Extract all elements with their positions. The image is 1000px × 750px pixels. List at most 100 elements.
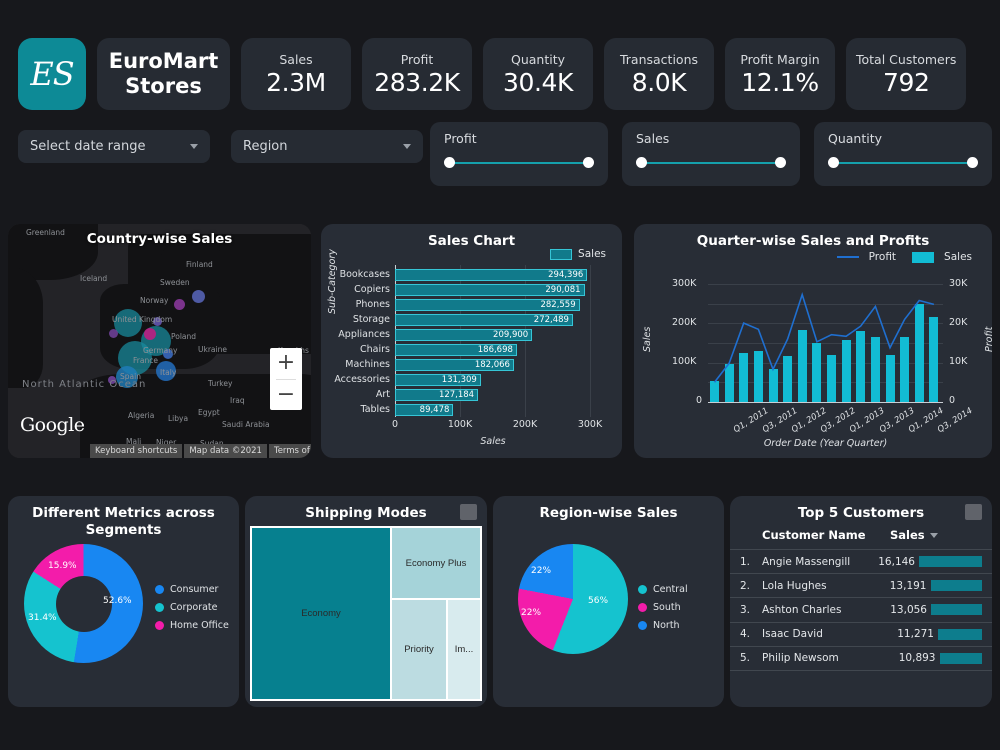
- bar[interactable]: [739, 353, 749, 402]
- map-bubble[interactable]: [192, 290, 205, 303]
- bar[interactable]: [885, 354, 895, 402]
- panel-menu-button[interactable]: [460, 504, 477, 520]
- date-range-select[interactable]: Select date range: [18, 130, 210, 163]
- table-row[interactable]: 4. Isaac David 11,271: [730, 623, 992, 647]
- column-header-rank: [740, 528, 762, 542]
- bar[interactable]: [724, 363, 734, 402]
- bar[interactable]: 272,489: [395, 313, 573, 326]
- slider-knob-min[interactable]: [828, 157, 839, 168]
- bar[interactable]: [841, 340, 851, 402]
- chart-legend[interactable]: Sales: [550, 248, 606, 260]
- legend-item-north[interactable]: North: [638, 620, 688, 631]
- bar[interactable]: 127,184: [395, 388, 479, 401]
- keyboard-shortcuts-link[interactable]: Keyboard shortcuts: [90, 444, 183, 458]
- bar[interactable]: 282,559: [395, 298, 580, 311]
- map-bubble[interactable]: [163, 349, 173, 359]
- bar-row[interactable]: Copiers 290,081: [354, 282, 591, 297]
- table-row[interactable]: 3. Ashton Charles 13,056: [730, 598, 992, 623]
- region-label: Region: [243, 139, 288, 154]
- bar-row[interactable]: Appliances 209,900: [338, 327, 591, 342]
- geo-label-niger: Niger: [156, 438, 177, 447]
- map-canvas[interactable]: Country-wise Sales Greenland Iceland Fin…: [8, 224, 311, 458]
- treemap-cell-economy-plus[interactable]: Economy Plus: [392, 528, 480, 598]
- bar-row[interactable]: Tables 89,478: [360, 402, 591, 417]
- pie-chart[interactable]: [518, 544, 628, 654]
- column-header-customer-name[interactable]: Customer Name: [762, 528, 866, 542]
- terms-of-use-link[interactable]: Terms of Use: [268, 444, 311, 458]
- treemap-cell-economy[interactable]: Economy: [252, 528, 390, 699]
- chart-legend[interactable]: Consumer Corporate Home Office: [155, 584, 229, 631]
- legend-item-south[interactable]: South: [638, 602, 688, 613]
- bar[interactable]: [870, 336, 880, 402]
- zoom-out-icon[interactable]: −: [276, 381, 296, 407]
- bar[interactable]: [797, 329, 807, 402]
- legend-item-corporate[interactable]: Corporate: [155, 602, 229, 613]
- slider-knob-max[interactable]: [583, 157, 594, 168]
- legend-item-consumer[interactable]: Consumer: [155, 584, 229, 595]
- x-axis-line: [708, 402, 943, 403]
- slider-knob-min[interactable]: [636, 157, 647, 168]
- bar[interactable]: 290,081: [395, 283, 585, 296]
- slider-knob-max[interactable]: [775, 157, 786, 168]
- top-customers-panel: Top 5 Customers Customer Name Sales 1. A…: [730, 496, 992, 707]
- bar-row[interactable]: Chairs 186,698: [360, 342, 591, 357]
- table-row[interactable]: 5. Philip Newsom 10,893: [730, 647, 992, 671]
- bar-row[interactable]: Art 127,184: [376, 387, 591, 402]
- map-bubble[interactable]: [174, 299, 185, 310]
- column-header-sales[interactable]: Sales: [890, 528, 982, 542]
- map-zoom-controls[interactable]: + −: [270, 348, 302, 410]
- sales-range-slider[interactable]: [636, 157, 786, 169]
- bar[interactable]: [900, 336, 910, 402]
- map-bubble[interactable]: [153, 317, 162, 326]
- y-tick-label: 100K: [672, 356, 697, 367]
- bar[interactable]: [783, 356, 793, 402]
- bar-value-label: 294,396: [548, 269, 584, 280]
- treemap-chart[interactable]: Economy Economy Plus Priority Im...: [250, 526, 482, 701]
- map-bubble-spain[interactable]: [116, 366, 138, 388]
- region-select[interactable]: Region: [231, 130, 423, 163]
- chart-legend[interactable]: Profit Sales: [836, 251, 972, 263]
- table-row[interactable]: 1. Angie Massengill 16,146: [730, 550, 992, 575]
- country-wise-sales-map[interactable]: Country-wise Sales Greenland Iceland Fin…: [8, 224, 311, 458]
- donut-chart[interactable]: [24, 544, 143, 663]
- slider-knob-min[interactable]: [444, 157, 455, 168]
- map-bubble-italy[interactable]: [156, 361, 176, 381]
- map-bubble[interactable]: [108, 376, 116, 384]
- bar[interactable]: 89,478: [395, 403, 454, 416]
- sort-descending-icon[interactable]: [929, 532, 938, 538]
- bar-row[interactable]: Accessories 131,309: [334, 372, 591, 387]
- bar[interactable]: 209,900: [395, 328, 533, 341]
- legend-item-home-office[interactable]: Home Office: [155, 620, 229, 631]
- bar[interactable]: [827, 354, 836, 402]
- bar[interactable]: [914, 303, 924, 402]
- bar-row[interactable]: Machines 182,066: [345, 357, 591, 372]
- bar[interactable]: 131,309: [395, 373, 481, 386]
- profit-range-slider[interactable]: [444, 157, 594, 169]
- map-bubble[interactable]: [109, 329, 118, 338]
- bar-row[interactable]: Bookcases 294,396: [340, 267, 591, 282]
- gridline: [708, 323, 943, 325]
- map-bubble-uk[interactable]: [114, 309, 142, 337]
- bar[interactable]: 186,698: [395, 343, 517, 356]
- legend-item-central[interactable]: Central: [638, 584, 688, 595]
- bar[interactable]: [929, 317, 939, 402]
- bar[interactable]: [856, 330, 866, 402]
- panel-menu-button[interactable]: [965, 504, 982, 520]
- bar[interactable]: 294,396: [395, 268, 588, 281]
- zoom-in-icon[interactable]: +: [276, 350, 296, 376]
- bar[interactable]: 182,066: [395, 358, 514, 371]
- bar-row[interactable]: Phones 282,559: [356, 297, 591, 312]
- table-row[interactable]: 2. Lola Hughes 13,191: [730, 574, 992, 599]
- bar-row[interactable]: Storage 272,489: [353, 312, 591, 327]
- map-bubble[interactable]: [144, 328, 156, 340]
- bar[interactable]: [812, 343, 822, 402]
- bar[interactable]: [753, 350, 763, 402]
- chart-legend[interactable]: Central South North: [638, 584, 688, 631]
- quantity-range-slider[interactable]: [828, 157, 978, 169]
- treemap-cell-priority[interactable]: Priority: [392, 600, 446, 699]
- bar[interactable]: [768, 369, 778, 402]
- bar-category-label: Accessories: [334, 374, 390, 385]
- treemap-cell-immediate[interactable]: Im...: [448, 600, 480, 699]
- slider-knob-max[interactable]: [967, 157, 978, 168]
- bar[interactable]: [710, 381, 719, 402]
